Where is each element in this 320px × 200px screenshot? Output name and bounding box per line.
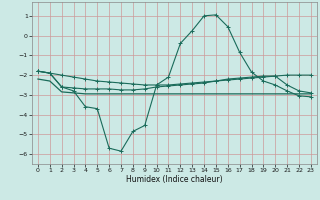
X-axis label: Humidex (Indice chaleur): Humidex (Indice chaleur) — [126, 175, 223, 184]
